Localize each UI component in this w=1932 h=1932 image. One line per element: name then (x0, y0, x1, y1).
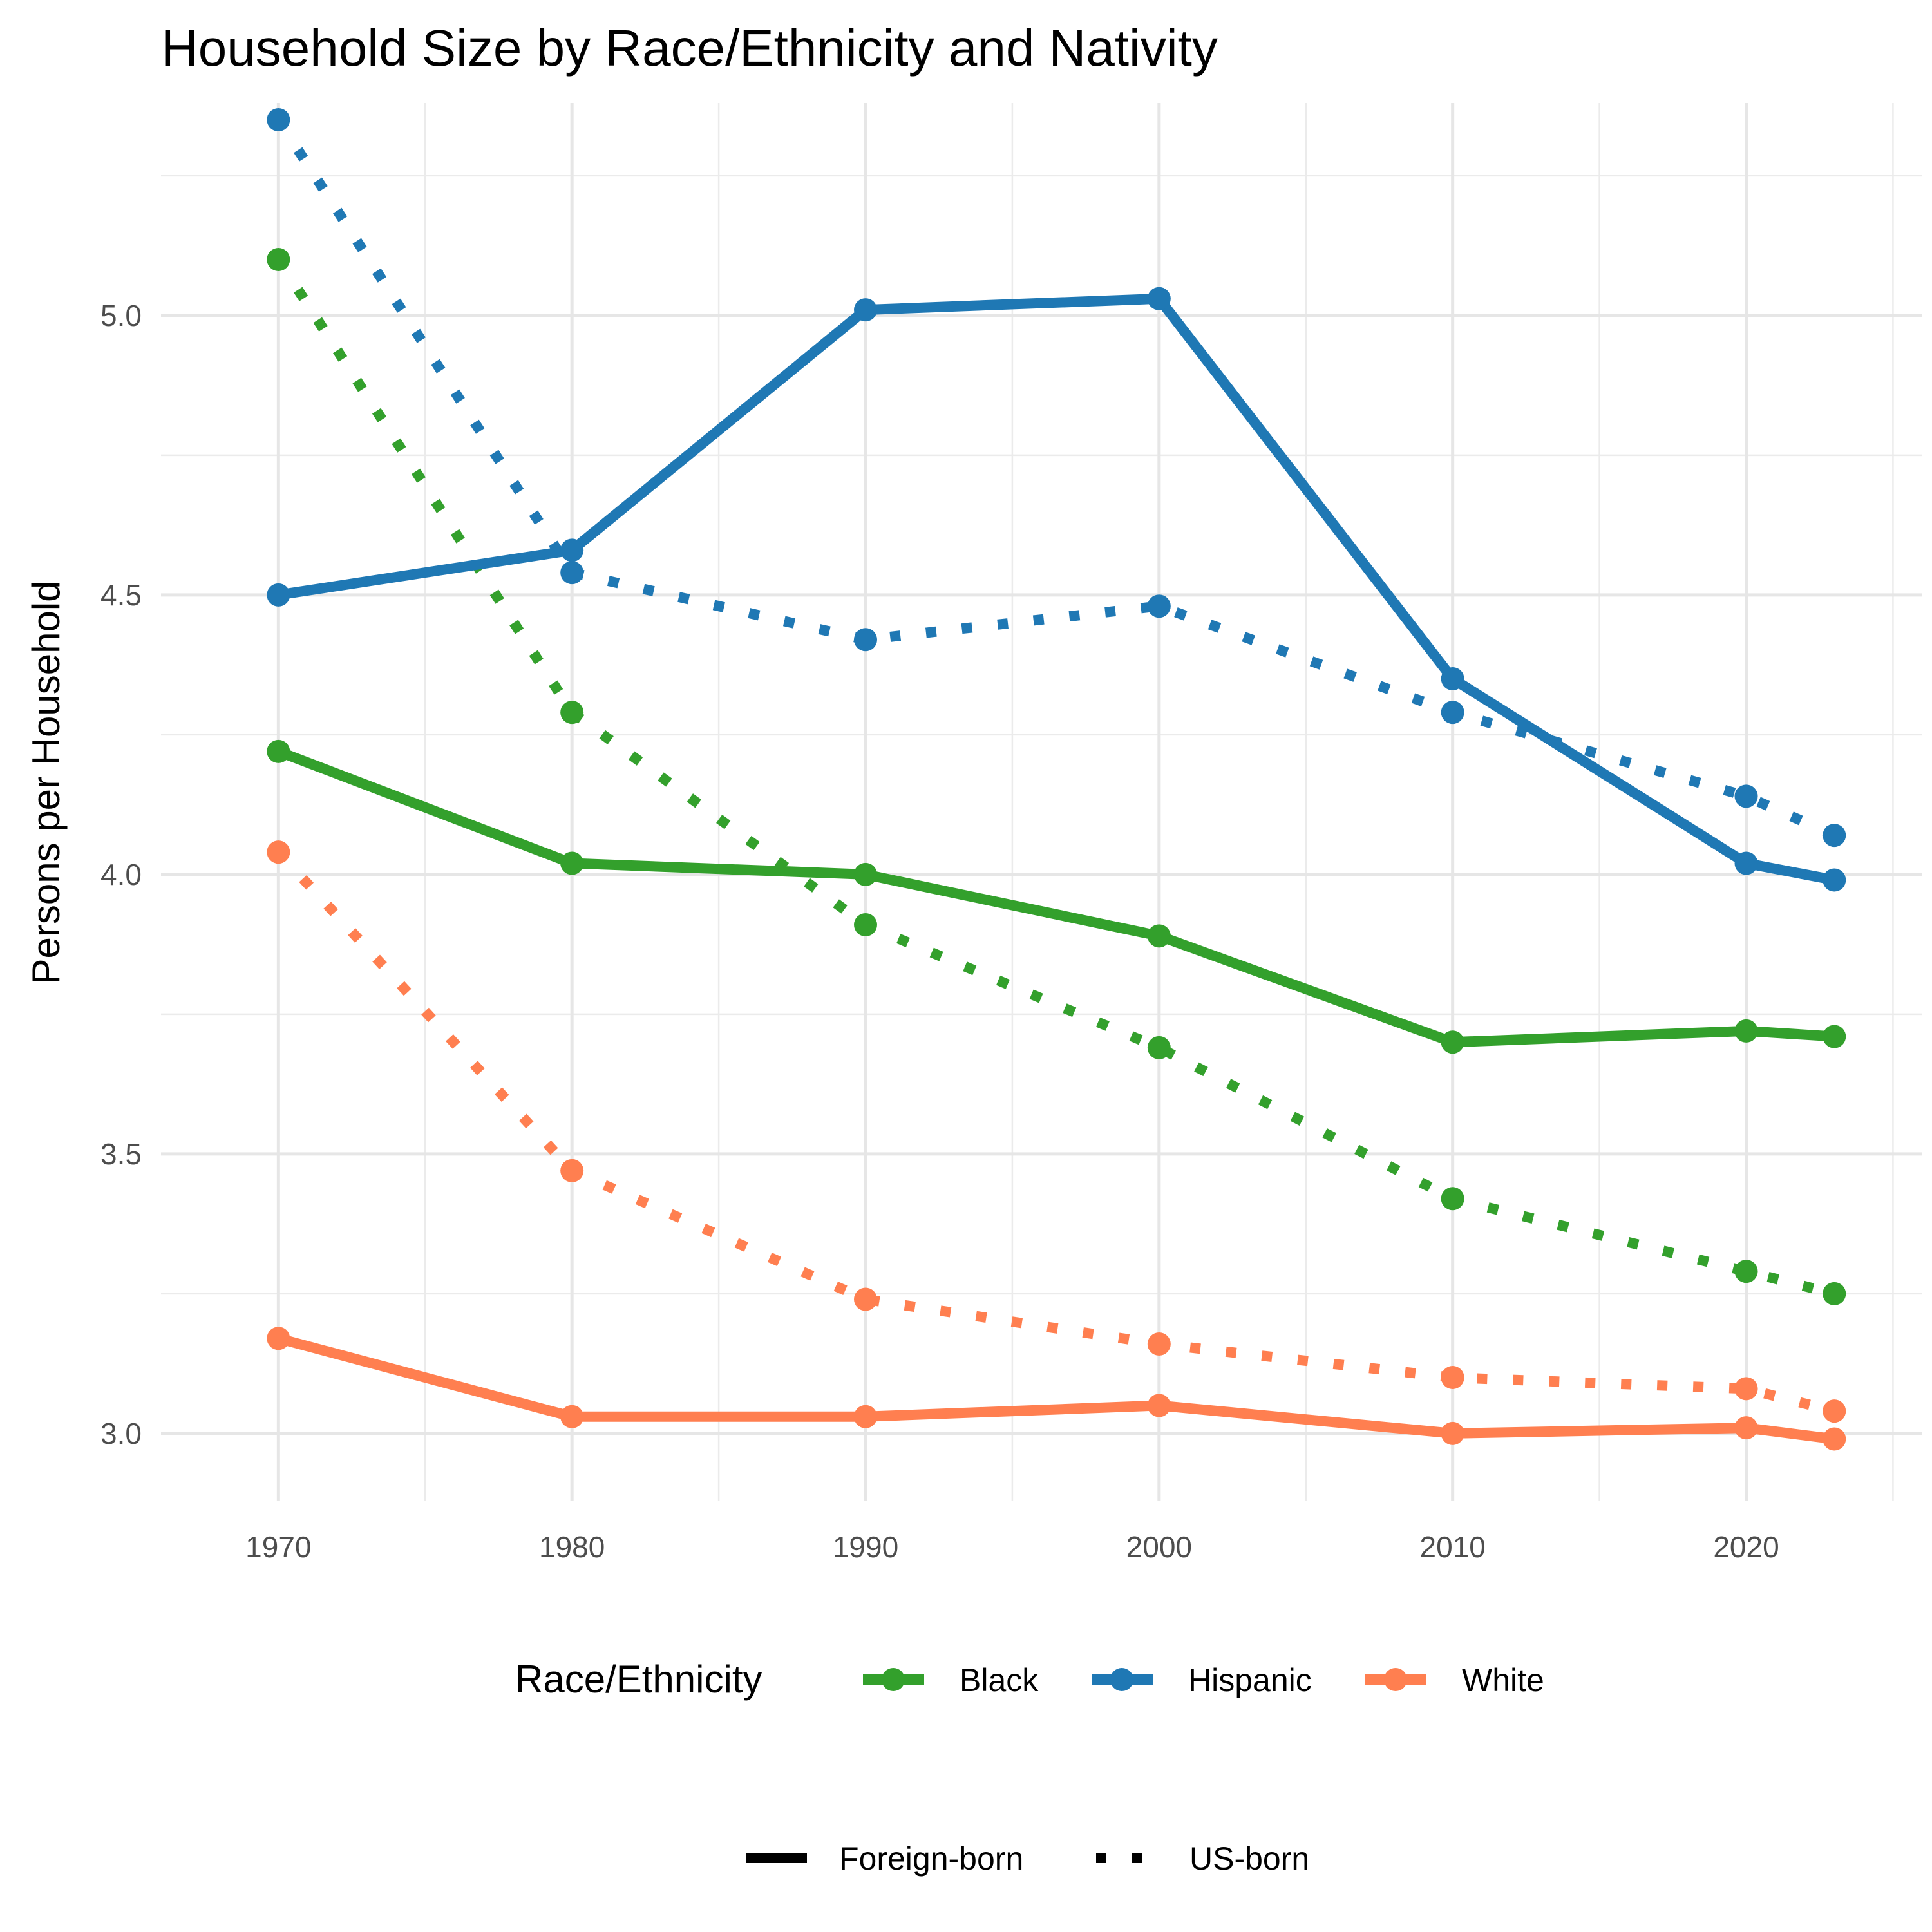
y-tick-label: 4.0 (100, 858, 142, 891)
data-point (854, 1405, 877, 1428)
data-point (1147, 287, 1171, 310)
series-white-foreign-born (267, 1327, 1846, 1451)
series-white-us-born (267, 840, 1846, 1423)
legend-item-us-born: US-born (1096, 1841, 1309, 1877)
legend-item-white: White (1365, 1662, 1544, 1698)
legend-key-point (1384, 1668, 1407, 1691)
data-point (1823, 1399, 1846, 1423)
chart-title: Household Size by Race/Ethnicity and Nat… (161, 19, 1218, 77)
data-point (1441, 1366, 1464, 1390)
series-black-foreign-born (267, 739, 1846, 1054)
data-point (1147, 1332, 1171, 1356)
data-point (1441, 1030, 1464, 1054)
x-tick-label: 2020 (1713, 1530, 1779, 1564)
data-point (1823, 868, 1846, 892)
y-tick-label: 3.5 (100, 1137, 142, 1171)
series-black-us-born (267, 248, 1846, 1305)
legend-title: Race/Ethnicity (515, 1658, 762, 1701)
data-point (267, 840, 290, 864)
data-point (854, 913, 877, 936)
data-point (1147, 594, 1171, 618)
series-lines (267, 108, 1846, 1451)
data-point (560, 701, 584, 724)
series-hispanic-foreign-born (267, 287, 1846, 892)
data-point (560, 1405, 584, 1428)
data-point (1441, 667, 1464, 691)
data-point (854, 628, 877, 652)
data-point (267, 583, 290, 607)
data-point (854, 862, 877, 886)
data-point (1147, 1036, 1171, 1059)
data-point (854, 1287, 877, 1311)
data-point (1734, 851, 1758, 875)
y-axis-label: Persons per Household (24, 580, 68, 984)
data-point (1147, 1394, 1171, 1417)
data-point (1441, 701, 1464, 724)
y-tick-label: 3.0 (100, 1417, 142, 1450)
x-tick-label: 1970 (245, 1530, 311, 1564)
series-hispanic-us-born (267, 108, 1846, 848)
data-point (1734, 784, 1758, 808)
legend-item-black: Black (863, 1662, 1039, 1698)
data-point (1441, 1187, 1464, 1211)
legend-label: Black (960, 1662, 1039, 1698)
legend-label: Hispanic (1188, 1662, 1312, 1698)
grid (161, 103, 1922, 1501)
data-point (560, 851, 584, 875)
legend-item-hispanic: Hispanic (1092, 1662, 1312, 1698)
x-tick-label: 2010 (1419, 1530, 1485, 1564)
data-point (267, 108, 290, 132)
legend-label: Foreign-born (839, 1841, 1023, 1877)
x-tick-label: 1990 (833, 1530, 898, 1564)
data-point (267, 739, 290, 763)
legend-nativity: Foreign-born US-born (746, 1841, 1309, 1877)
data-point (1734, 1019, 1758, 1043)
data-point (267, 1327, 290, 1350)
data-point (1823, 824, 1846, 848)
legend-race-ethnicity: Race/Ethnicity Black Hispanic White (515, 1658, 1544, 1701)
data-point (560, 538, 584, 562)
tick-labels: 1970 1980 1990 2000 2010 2020 3.0 3.5 4.0 4.5 5.0 (100, 299, 1779, 1564)
data-point (560, 1159, 584, 1182)
legend-key-point (882, 1668, 905, 1691)
data-point (1734, 1416, 1758, 1440)
legend-item-foreign-born: Foreign-born (746, 1841, 1023, 1877)
data-point (1823, 1282, 1846, 1305)
data-point (854, 298, 877, 322)
legend-key-point (1110, 1668, 1133, 1691)
data-point (1823, 1025, 1846, 1048)
x-tick-label: 2000 (1126, 1530, 1192, 1564)
data-point (1823, 1427, 1846, 1451)
data-point (267, 248, 290, 272)
legend-label: White (1462, 1662, 1544, 1698)
y-tick-label: 4.5 (100, 578, 142, 612)
data-point (560, 561, 584, 585)
data-point (1734, 1260, 1758, 1283)
legend-label: US-born (1189, 1841, 1309, 1877)
data-point (1734, 1377, 1758, 1401)
x-tick-label: 1980 (539, 1530, 605, 1564)
y-tick-label: 5.0 (100, 299, 142, 332)
data-point (1147, 924, 1171, 948)
data-point (1441, 1421, 1464, 1445)
